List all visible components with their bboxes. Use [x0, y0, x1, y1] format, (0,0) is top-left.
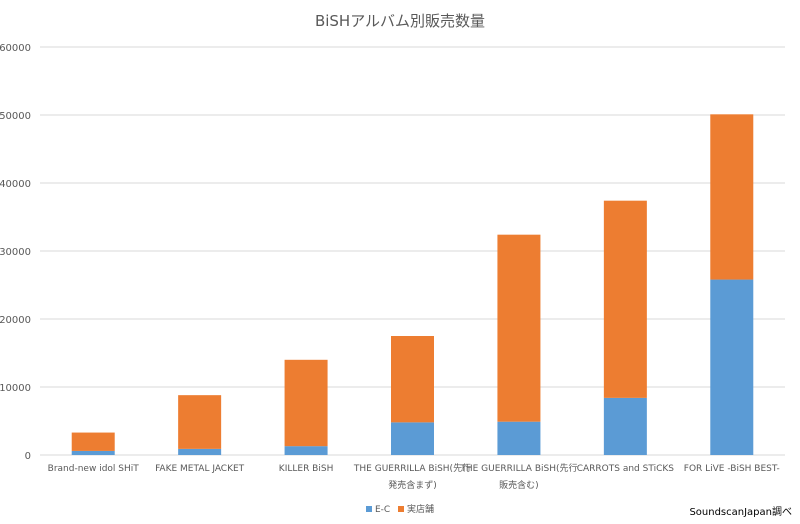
y-tick-label: 30000	[0, 247, 31, 258]
bar-segment-ec	[710, 279, 754, 455]
x-tick-label: THE GUERRILLA BiSH(先行販売含む)	[459, 462, 577, 491]
bar-segment-ec	[284, 446, 328, 455]
legend-label: E-C	[375, 505, 390, 515]
bar-segment-store	[497, 234, 541, 422]
x-tick-label-line: THE GUERRILLA BiSH(先行	[459, 462, 577, 474]
y-tick-label: 40000	[0, 179, 31, 190]
bar-segment-ec	[391, 422, 434, 455]
grid-lines	[40, 46, 785, 456]
y-axis: 0 10000 20000 30000 40000 50000 60000	[0, 43, 31, 462]
source-credit: SoundscanJapan調べ	[689, 507, 792, 518]
bars	[71, 114, 754, 455]
y-tick-label: 60000	[0, 43, 31, 54]
x-tick-label-line: CARROTS and STiCKS	[577, 464, 675, 474]
x-tick-label-line: FOR LiVE -BiSH BEST-	[684, 464, 780, 474]
legend-swatch	[398, 506, 404, 512]
x-axis: Brand-new idol SHiT FAKE METAL JACKET KILL…	[48, 462, 780, 491]
x-tick-label-line: FAKE METAL JACKET	[155, 464, 245, 474]
legend-label: 実店舗	[407, 503, 434, 515]
bar-segment-ec	[71, 450, 115, 455]
chart-title: BiSHアルバム別販売数量	[315, 12, 485, 30]
x-tick-label-line: 販売含む)	[499, 479, 539, 491]
y-tick-label: 0	[25, 451, 31, 462]
bar-segment-store	[391, 336, 434, 423]
x-tick-label: CARROTS and STiCKS	[577, 464, 675, 474]
bar-segment-store	[710, 114, 754, 280]
bar-segment-store	[284, 359, 328, 447]
legend: E-C 実店舗	[366, 503, 434, 515]
legend-swatch	[366, 506, 372, 512]
y-tick-label: 20000	[0, 315, 31, 326]
x-tick-label-line: KILLER BiSH	[279, 464, 334, 474]
x-tick-label: KILLER BiSH	[279, 464, 334, 474]
bar-segment-store	[603, 200, 647, 398]
bar-segment-store	[71, 432, 115, 451]
y-tick-label: 50000	[0, 111, 31, 122]
x-tick-label: Brand-new idol SHiT	[48, 464, 140, 474]
bar-segment-ec	[497, 421, 541, 455]
x-tick-label-line: THE GUERRILLA BiSH(先行	[353, 462, 471, 474]
y-tick-label: 10000	[0, 383, 31, 394]
x-tick-label: FOR LiVE -BiSH BEST-	[684, 464, 780, 474]
bar-segment-ec	[603, 397, 647, 455]
x-tick-label-line: Brand-new idol SHiT	[48, 464, 140, 474]
bar-segment-ec	[178, 448, 222, 455]
x-tick-label: THE GUERRILLA BiSH(先行発売含まず)	[353, 462, 471, 491]
x-tick-label: FAKE METAL JACKET	[155, 464, 245, 474]
x-tick-label-line: 発売含まず)	[388, 479, 437, 491]
bar-segment-store	[178, 395, 222, 449]
